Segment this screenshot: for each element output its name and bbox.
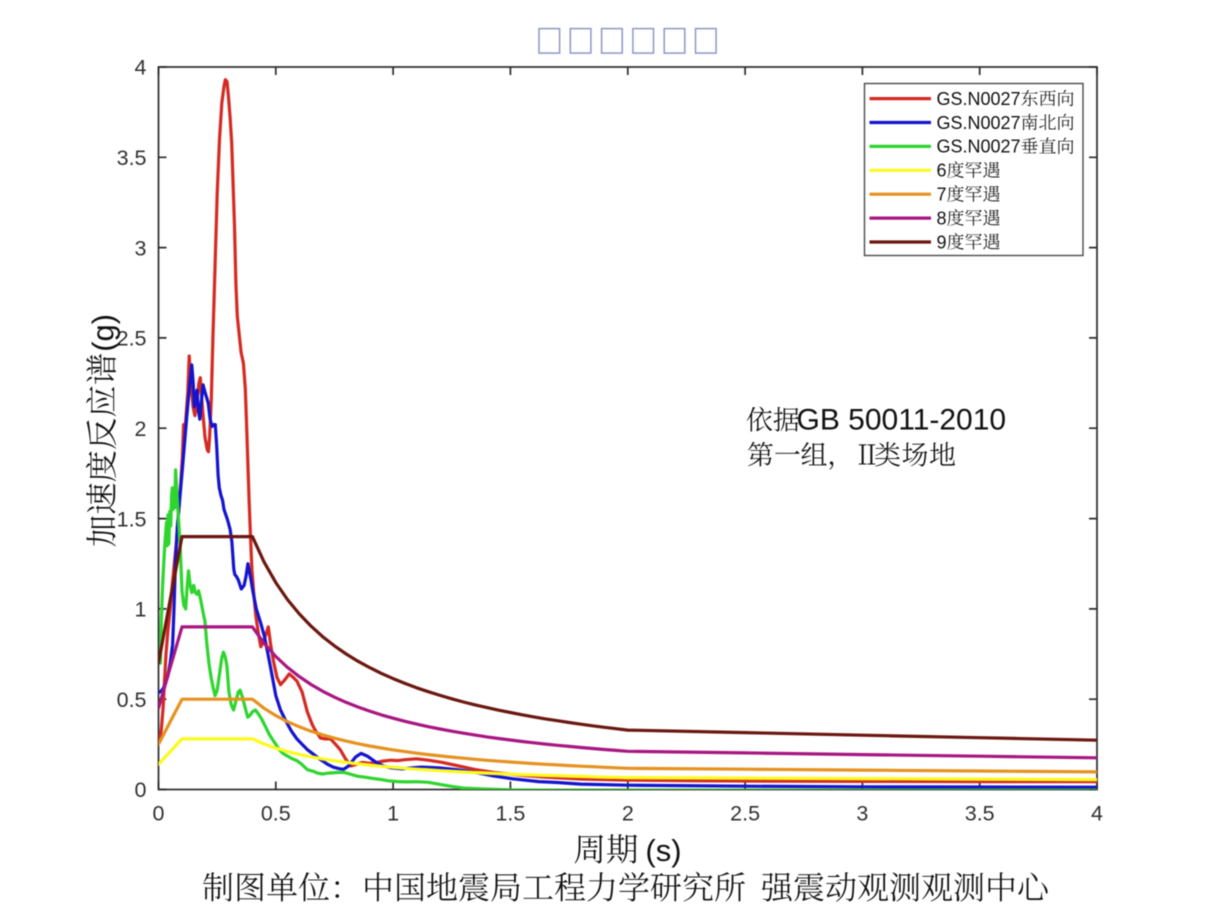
svg-text:1.5: 1.5: [495, 802, 525, 826]
svg-text:2.5: 2.5: [730, 802, 760, 826]
svg-text:GB 50011-2010: GB 50011-2010: [797, 404, 1007, 437]
svg-text:0.5: 0.5: [117, 688, 147, 712]
svg-text:4: 4: [135, 56, 147, 80]
svg-text:GS.N0027: GS.N0027: [937, 113, 1021, 133]
svg-text:3: 3: [856, 802, 868, 826]
svg-text:GS.N0027: GS.N0027: [937, 137, 1021, 157]
svg-text:9: 9: [937, 232, 947, 252]
svg-text:0: 0: [135, 778, 147, 802]
svg-text:3: 3: [135, 236, 147, 260]
svg-text:4: 4: [1091, 802, 1103, 826]
svg-text:6: 6: [937, 161, 947, 181]
svg-text:3.5: 3.5: [965, 802, 995, 826]
svg-text:1: 1: [387, 802, 399, 826]
svg-text:(s): (s): [645, 833, 681, 868]
svg-text:1.5: 1.5: [117, 507, 147, 531]
svg-text:2: 2: [135, 417, 147, 441]
svg-text:0.5: 0.5: [261, 802, 291, 826]
svg-text:0: 0: [153, 802, 165, 826]
svg-text:2: 2: [622, 802, 634, 826]
svg-text:3.5: 3.5: [117, 146, 147, 170]
svg-text:8: 8: [937, 208, 947, 228]
svg-text:7: 7: [937, 185, 947, 205]
svg-text:(g): (g): [86, 314, 121, 352]
svg-text:GS.N0027: GS.N0027: [937, 89, 1021, 109]
svg-text:2.5: 2.5: [117, 327, 147, 351]
svg-text:1: 1: [135, 598, 147, 622]
